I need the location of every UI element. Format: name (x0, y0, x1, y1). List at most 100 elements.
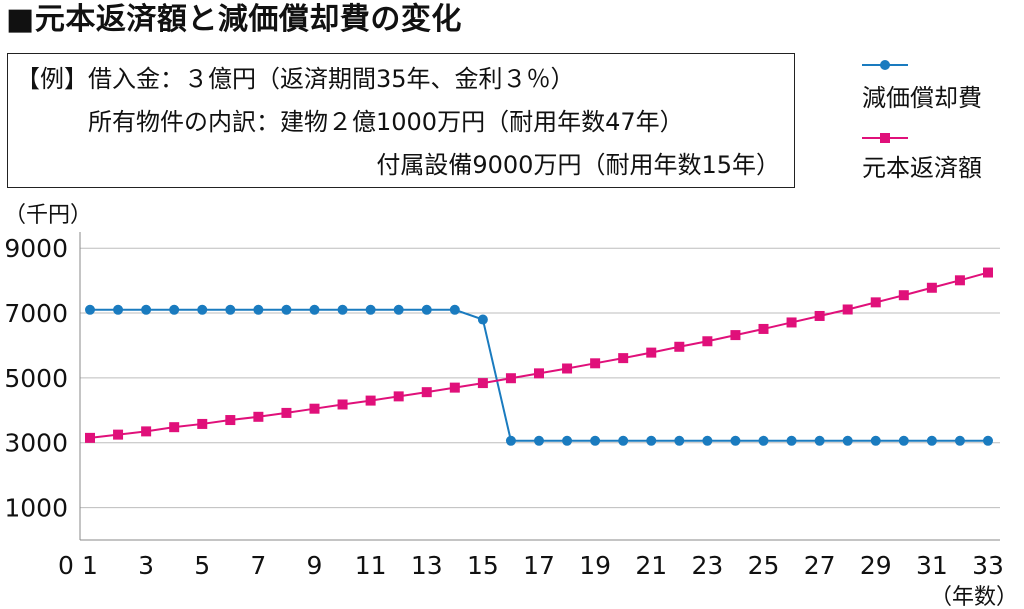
data-point-depreciation (169, 304, 180, 315)
data-point-principal (842, 304, 853, 315)
x-origin-label: 0 (58, 551, 74, 580)
example-note-box: 【例】 借入金：３億円（返済期間35年、金利３％） 所有物件の内訳：建物２億10… (7, 53, 795, 188)
data-point-principal (85, 432, 95, 443)
data-point-depreciation (562, 435, 573, 446)
legend-marker-depreciation (880, 60, 890, 70)
data-point-principal (169, 422, 180, 433)
y-tick-label: 5000 (4, 364, 68, 393)
data-point-principal (758, 323, 769, 334)
x-tick-label: 31 (916, 551, 948, 580)
chart-title: ■元本返済額と減価償却費の変化 (6, 2, 462, 37)
data-point-principal (449, 382, 460, 393)
x-tick-label: 3 (138, 551, 154, 580)
y-tick-label: 1000 (4, 494, 68, 523)
data-point-depreciation (309, 304, 320, 315)
x-tick-label: 19 (579, 551, 611, 580)
data-point-depreciation (926, 435, 937, 446)
data-point-depreciation (393, 304, 404, 315)
x-tick-label: 33 (972, 551, 1004, 580)
x-tick-label: 11 (355, 551, 387, 580)
x-tick-label: 23 (691, 551, 723, 580)
data-point-depreciation (646, 435, 657, 446)
note-line-1: 借入金：３億円（返済期間35年、金利３％） (88, 65, 575, 93)
data-point-depreciation (225, 304, 236, 315)
legend-label-principal: 元本返済額 (862, 154, 982, 182)
y-tick-label: 7000 (4, 299, 68, 328)
data-point-principal (393, 391, 404, 402)
data-point-principal (113, 429, 124, 440)
x-tick-label: 15 (467, 551, 499, 580)
data-point-principal (618, 353, 629, 364)
data-point-principal (225, 415, 236, 426)
data-point-principal (534, 368, 544, 379)
data-point-principal (730, 330, 741, 341)
data-point-principal (954, 275, 965, 286)
data-point-depreciation (954, 435, 965, 446)
data-point-principal (786, 317, 797, 328)
data-point-depreciation (618, 435, 629, 446)
y-tick-label: 3000 (4, 429, 68, 458)
data-point-depreciation (113, 304, 124, 315)
data-point-principal (421, 387, 432, 398)
data-point-principal (646, 347, 657, 358)
data-point-principal (253, 411, 264, 422)
note-line-2: 所有物件の内訳：建物２億1000万円（耐用年数47年） (88, 108, 684, 136)
y-axis-unit-label: （千円） (4, 203, 92, 228)
x-tick-label: 7 (250, 551, 266, 580)
data-point-depreciation (141, 304, 152, 315)
x-tick-label: 1 (82, 551, 98, 580)
data-point-depreciation (898, 435, 909, 446)
data-point-depreciation (674, 435, 685, 446)
data-point-depreciation (534, 435, 544, 446)
data-point-depreciation (337, 304, 348, 315)
data-point-principal (702, 336, 713, 347)
data-point-principal (309, 403, 320, 414)
note-line-3: 付属設備9000万円（耐用年数15年） (376, 151, 780, 179)
data-point-depreciation (197, 304, 208, 315)
data-point-depreciation (253, 304, 264, 315)
data-point-principal (505, 373, 516, 384)
data-point-depreciation (421, 304, 432, 315)
data-point-depreciation (983, 435, 993, 446)
note-prefix: 【例】 (16, 65, 88, 93)
series-line-principal (89, 271, 989, 439)
data-point-depreciation (85, 304, 95, 315)
data-point-depreciation (702, 435, 713, 446)
x-tick-label: 5 (194, 551, 210, 580)
data-point-principal (870, 297, 881, 308)
data-point-principal (281, 407, 292, 418)
data-point-depreciation (730, 435, 741, 446)
data-point-principal (898, 290, 909, 301)
data-point-depreciation (449, 304, 460, 315)
data-point-depreciation (758, 435, 769, 446)
x-tick-label: 13 (411, 551, 443, 580)
data-point-depreciation (842, 435, 853, 446)
data-point-principal (983, 267, 993, 278)
data-point-principal (197, 418, 208, 429)
y-tick-label: 9000 (4, 234, 68, 263)
data-point-depreciation (870, 435, 881, 446)
legend-label-depreciation: 減価償却費 (862, 84, 982, 112)
data-point-principal (674, 341, 685, 352)
data-point-depreciation (814, 435, 825, 446)
x-tick-label: 9 (307, 551, 323, 580)
data-point-principal (926, 282, 937, 293)
data-point-principal (590, 358, 601, 369)
legend-marker-principal (880, 133, 890, 143)
x-tick-label: 21 (635, 551, 667, 580)
data-point-depreciation (505, 435, 516, 446)
x-axis-unit-label: （年数） (930, 585, 1018, 609)
x-tick-label: 25 (748, 551, 780, 580)
data-point-depreciation (281, 304, 292, 315)
data-point-principal (141, 426, 152, 437)
data-point-principal (477, 378, 488, 389)
x-tick-label: 27 (804, 551, 836, 580)
x-tick-label: 29 (860, 551, 892, 580)
x-tick-label: 17 (523, 551, 555, 580)
data-point-depreciation (786, 435, 797, 446)
data-point-depreciation (590, 435, 601, 446)
data-point-principal (337, 399, 348, 410)
data-point-principal (562, 363, 573, 374)
data-point-principal (365, 395, 376, 406)
